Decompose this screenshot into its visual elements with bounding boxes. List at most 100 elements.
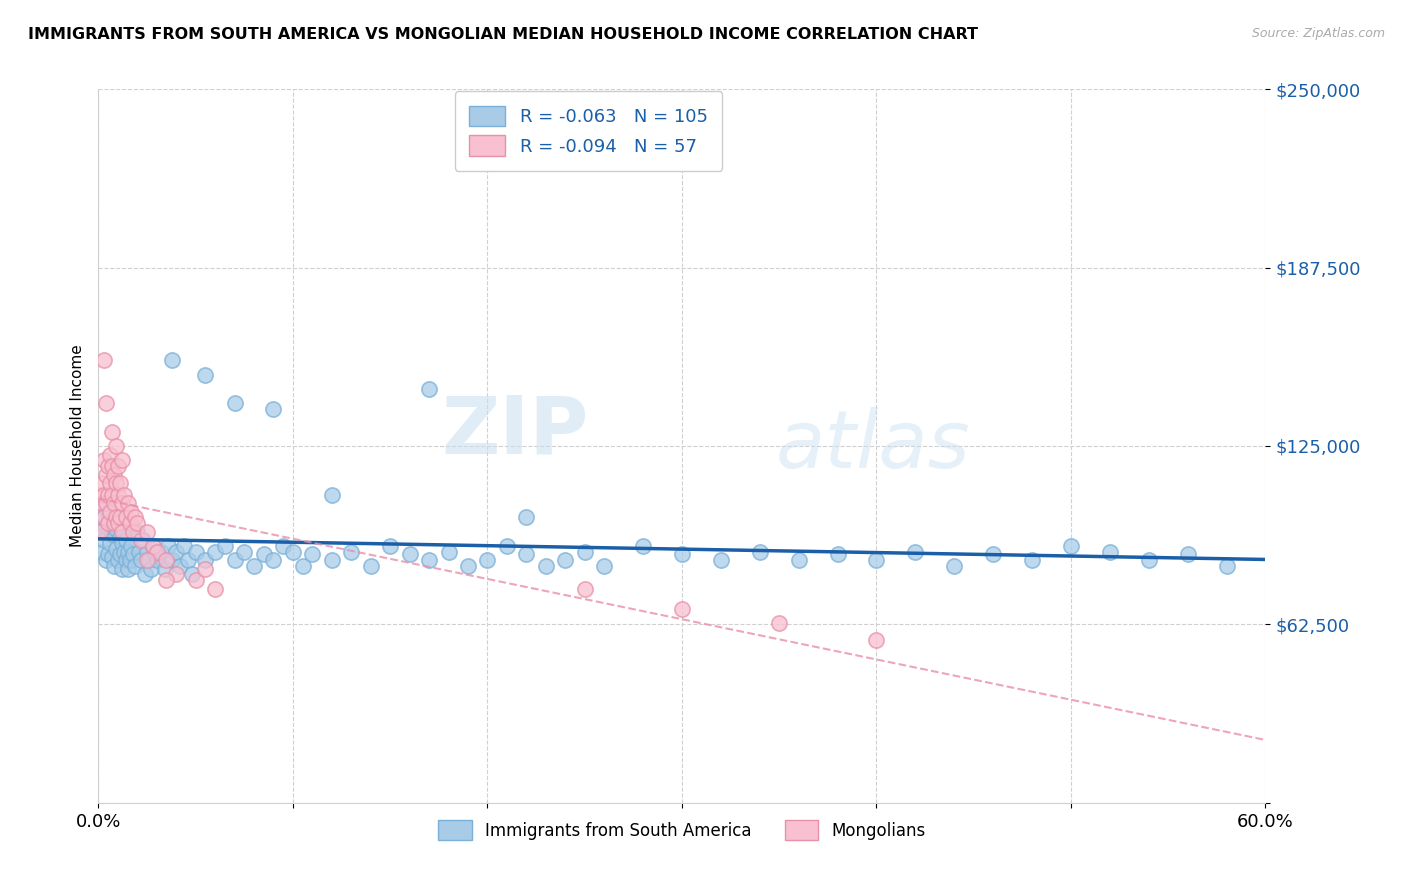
Point [321, 487, 343, 501]
Point [108, 548, 131, 562]
Point [143, 548, 166, 562]
Point [437, 544, 460, 558]
Point [142, 539, 165, 553]
Point [111, 453, 134, 467]
Point [1137, 553, 1160, 567]
Point [291, 558, 314, 573]
Point [710, 553, 733, 567]
Point [112, 524, 135, 539]
Point [253, 548, 276, 562]
Point [97, 458, 120, 473]
Point [103, 513, 125, 527]
Point [214, 539, 236, 553]
Point [136, 544, 159, 558]
Text: atlas: atlas [775, 407, 970, 485]
Point [118, 516, 141, 530]
Point [136, 553, 159, 567]
Y-axis label: Median Household Income: Median Household Income [69, 344, 84, 548]
Point [271, 539, 294, 553]
Point [89, 487, 111, 501]
Point [155, 553, 177, 567]
Point [157, 539, 180, 553]
Point [194, 553, 217, 567]
Point [146, 544, 169, 558]
Point [98, 448, 121, 462]
Point [124, 558, 146, 573]
Point [121, 505, 143, 519]
Text: IMMIGRANTS FROM SOUTH AMERICA VS MONGOLIAN MEDIAN HOUSEHOLD INCOME CORRELATION C: IMMIGRANTS FROM SOUTH AMERICA VS MONGOLI… [28, 27, 979, 42]
Point [262, 401, 284, 416]
Point [865, 633, 887, 648]
Point [118, 553, 141, 567]
Point [671, 601, 693, 615]
Point [165, 544, 187, 558]
Point [204, 544, 226, 558]
Point [321, 553, 343, 567]
Point [515, 510, 537, 524]
Point [139, 562, 162, 576]
Point [111, 496, 134, 510]
Point [534, 558, 557, 573]
Point [671, 548, 693, 562]
Point [787, 553, 810, 567]
Point [184, 544, 207, 558]
Point [117, 544, 139, 558]
Point [184, 573, 207, 587]
Point [107, 553, 129, 567]
Point [865, 553, 887, 567]
Point [103, 467, 125, 482]
Point [981, 548, 1004, 562]
Point [904, 544, 927, 558]
Point [112, 544, 135, 558]
Point [142, 539, 165, 553]
Point [574, 582, 596, 596]
Point [1098, 544, 1121, 558]
Point [132, 533, 155, 548]
Point [134, 567, 156, 582]
Point [103, 516, 125, 530]
Point [173, 539, 195, 553]
Point [107, 510, 129, 524]
Point [93, 487, 115, 501]
Point [97, 548, 120, 562]
Point [93, 533, 115, 548]
Point [515, 548, 537, 562]
Point [98, 516, 121, 530]
Point [118, 519, 141, 533]
Point [97, 505, 120, 519]
Point [554, 553, 576, 567]
Point [103, 558, 125, 573]
Point [301, 548, 323, 562]
Point [114, 553, 136, 567]
Point [111, 524, 134, 539]
Point [91, 476, 114, 491]
Point [194, 368, 217, 382]
Point [101, 487, 124, 501]
Point [748, 544, 770, 558]
Point [89, 524, 111, 539]
Point [418, 382, 440, 396]
Point [112, 487, 135, 501]
Point [93, 453, 115, 467]
Point [104, 476, 127, 491]
Point [162, 553, 184, 567]
Point [101, 458, 124, 473]
Point [122, 524, 145, 539]
Point [827, 548, 849, 562]
Point [162, 353, 184, 368]
Point [124, 510, 146, 524]
Point [98, 536, 121, 550]
Point [104, 510, 127, 524]
Point [93, 353, 115, 368]
Point [117, 562, 139, 576]
Point [165, 567, 187, 582]
Point [194, 562, 217, 576]
Point [398, 548, 420, 562]
Legend: Immigrants from South America, Mongolians: Immigrants from South America, Mongolian… [430, 812, 934, 848]
Point [127, 524, 149, 539]
Point [89, 524, 111, 539]
Point [107, 458, 129, 473]
Point [103, 496, 125, 510]
Point [98, 505, 121, 519]
Point [111, 536, 134, 550]
